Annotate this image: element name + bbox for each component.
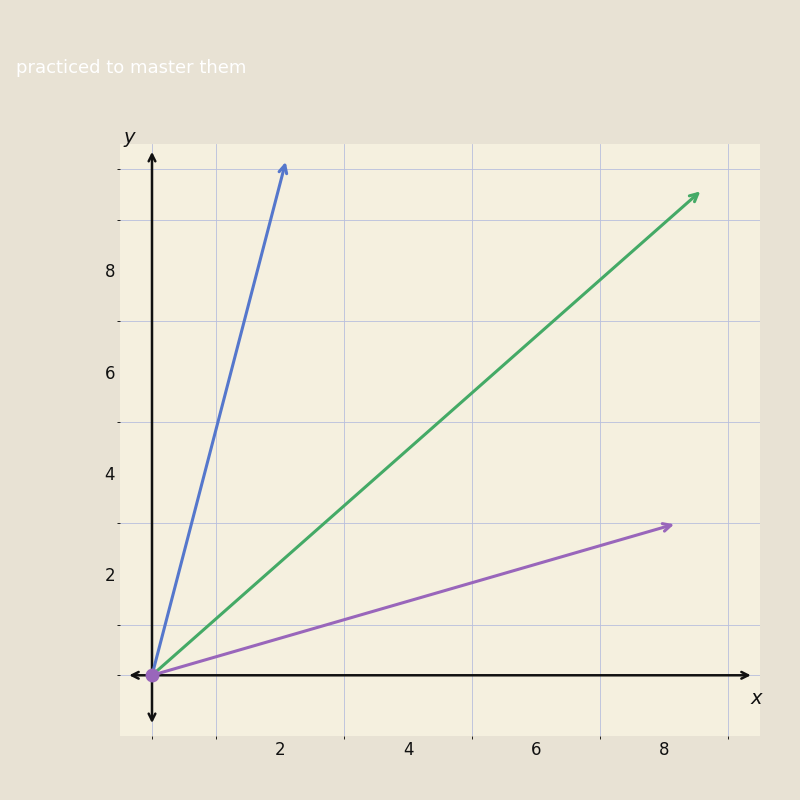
Text: practiced to master them: practiced to master them [16, 58, 246, 77]
Text: x: x [750, 689, 762, 707]
Text: y: y [124, 127, 135, 146]
